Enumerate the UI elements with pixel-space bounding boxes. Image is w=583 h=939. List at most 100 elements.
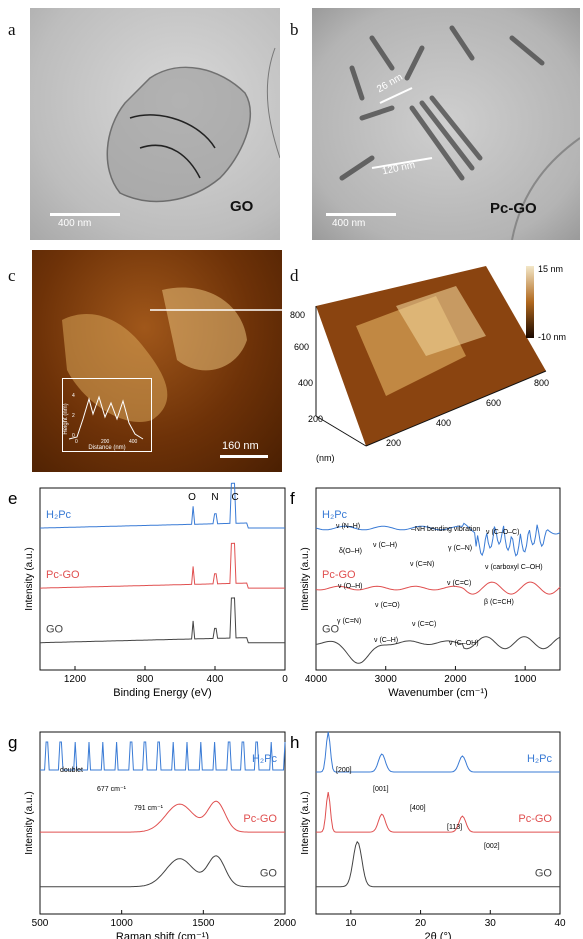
annotation-h-4: [002] (484, 843, 500, 850)
tem-image-go: 400 nm GO (30, 8, 280, 240)
series-line-g-1 (40, 800, 285, 833)
xlabel-e: Binding Energy (eV) (113, 687, 211, 699)
series-line-h-0 (316, 731, 560, 773)
annotation-h-2: [400] (410, 805, 426, 812)
xtick-label-e-1: 800 (137, 674, 154, 685)
d-xtick-2: 600 (486, 398, 501, 408)
panel-label-a: a (8, 20, 16, 39)
ylabel-g: Intensity (a.u.) (24, 791, 35, 854)
annotation-f-11: ν (C=O) (375, 602, 400, 609)
inset-xtick-1: 200 (101, 439, 110, 445)
series-line-h-1 (316, 792, 560, 833)
afm-image: Distance (nm) Height (nm) 0 200 400 0 2 … (32, 250, 282, 472)
tem-image-pcgo: 26 nm 120 nm 400 nm Pc-GO (312, 8, 580, 240)
afm-3d-plot: 15 nm -10 nm 800 600 400 200 200 400 600… (290, 264, 566, 463)
annotation-f-0: ν (N–H) (336, 523, 360, 530)
d-unit: (nm) (316, 453, 335, 463)
d-xtick-3: 800 (534, 378, 549, 388)
series-name-e-2: GO (46, 624, 64, 636)
ylabel-f: Intensity (a.u.) (300, 547, 311, 610)
inset-ytick-1: 2 (72, 413, 75, 419)
annotation-g-0: doublet (60, 767, 83, 774)
series-line-g-0 (40, 741, 286, 771)
annotation-f-9: ν (carboxyl C–OH) (485, 564, 543, 571)
d-xtick-1: 400 (436, 418, 451, 428)
peak-label-e-0: O (188, 492, 196, 503)
panel-label-c: c (8, 266, 16, 285)
xtick-label-e-2: 400 (207, 674, 224, 685)
series-line-e-2 (40, 597, 285, 644)
series-name-h-1: Pc-GO (518, 813, 552, 825)
peak-label-e-2: C (232, 492, 239, 503)
plot-frame-g (39, 731, 286, 915)
afm-height-profile: Distance (nm) Height (nm) 0 200 400 0 2 … (63, 393, 144, 451)
series-name-e-0: H₂Pc (46, 509, 72, 521)
xlabel-f: Wavenumber (cm⁻¹) (388, 687, 488, 699)
panel-a: a 400 nm GO (0, 0, 286, 245)
series-name-h-2: GO (535, 868, 553, 880)
xtick-label-f-3: 1000 (514, 674, 537, 685)
panel-label-g: g (8, 733, 17, 752)
annotation-h-3: [113] (447, 824, 462, 831)
colorbar-bottom: -10 nm (538, 332, 566, 342)
annotation-f-2: ν (C=N) (410, 561, 434, 568)
panel-label-b: b (290, 20, 299, 39)
scalebar-c (220, 455, 268, 458)
ylabel-e: Intensity (a.u.) (24, 547, 35, 610)
inset-ylabel: Height (nm) (63, 403, 69, 434)
plot-frame-f (315, 487, 561, 671)
xtick-label-f-0: 4000 (305, 674, 328, 685)
xlabel-h: 2θ (°) (424, 931, 451, 939)
inset-ytick-0: 0 (72, 433, 75, 439)
panel-b: b 26 nm 120 nm 400 nm Pc-GO (286, 0, 583, 245)
series-name-f-1: Pc-GO (322, 569, 356, 581)
panel-label-f: f (290, 489, 295, 508)
xtick-label-g-3: 2000 (274, 918, 297, 929)
series-line-f-1 (315, 581, 561, 595)
annotation-f-7: –NH bending vibration (411, 526, 480, 533)
xtick-label-f-2: 2000 (444, 674, 467, 685)
annotation-f-12: ν (C=C) (412, 621, 436, 628)
colorbar (526, 266, 534, 338)
xtick-label-h-1: 20 (415, 918, 427, 929)
inset-xtick-0: 0 (75, 439, 78, 445)
d-ytick-0: 800 (290, 310, 305, 320)
xtick-label-h-2: 30 (485, 918, 497, 929)
scalebar-b (326, 213, 396, 216)
pcgo-rods-drawing (339, 25, 580, 240)
ylabel-h: Intensity (a.u.) (300, 791, 311, 854)
xtick-label-g-0: 500 (32, 918, 49, 929)
panel-d: d 15 nm -10 nm 800 600 400 200 200 400 6… (286, 246, 583, 476)
d-ytick-1: 600 (294, 342, 309, 352)
series-name-h-0: H₂Pc (527, 753, 553, 765)
d-ytick-3: 200 (308, 414, 323, 424)
afm-features (62, 287, 282, 422)
panel-c: c Distance (nm) Height (nm) 0 200 400 0 … (0, 246, 286, 476)
annotation-h-0: [200] (336, 767, 352, 774)
annotation-g-1: 677 cm⁻¹ (97, 786, 127, 793)
annotation-f-15: δ(O–H) (339, 548, 362, 555)
xtick-label-g-1: 1000 (111, 918, 134, 929)
xtick-label-g-2: 1500 (192, 918, 215, 929)
sample-name-b: Pc-GO (490, 200, 537, 217)
series-name-g-0: H₂Pc (252, 753, 278, 765)
sample-name-a: GO (230, 198, 254, 215)
series-name-e-1: Pc-GO (46, 569, 80, 581)
series-name-g-2: GO (260, 868, 278, 880)
inset-xlabel: Distance (nm) (88, 445, 125, 451)
annotation-f-13: ν (C–OH) (449, 640, 479, 647)
annotation-f-4: β (C=CH) (484, 599, 514, 606)
inset-ytick-2: 4 (72, 393, 75, 399)
series-line-e-1 (40, 542, 285, 589)
series-name-f-2: GO (322, 624, 340, 636)
xlabel-g: Raman shift (cm⁻¹) (116, 931, 209, 939)
panel-label-e: e (8, 489, 17, 508)
scalebar-a (50, 213, 120, 216)
annotation-f-8: γ (C–N) (448, 545, 472, 552)
annotation-f-10: ν (O–H) (338, 583, 363, 590)
xtick-label-h-0: 10 (345, 918, 357, 929)
xtick-label-h-3: 40 (554, 918, 566, 929)
panel-label-d: d (290, 266, 299, 285)
series-name-f-0: H₂Pc (322, 509, 348, 521)
